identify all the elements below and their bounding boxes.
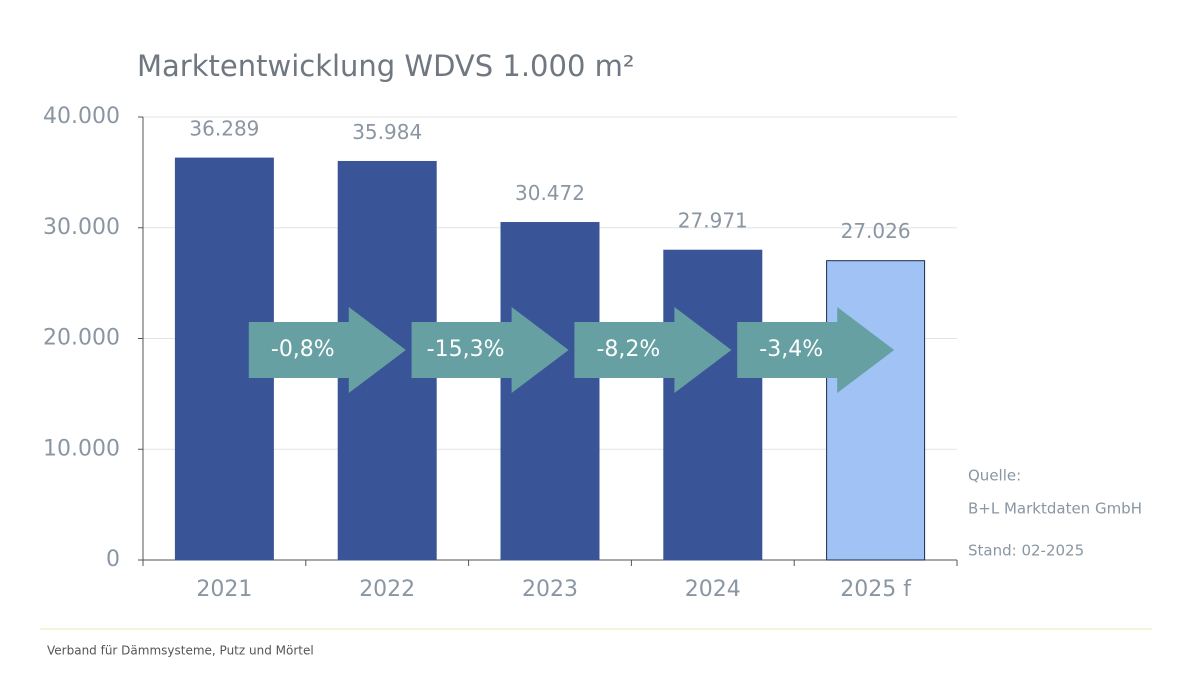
change-arrow	[411, 307, 569, 393]
y-tick-label: 10.000	[43, 436, 120, 461]
bar	[500, 222, 600, 561]
change-label: -8,2%	[596, 337, 660, 362]
value-label: 35.984	[352, 120, 422, 144]
x-tick-label: 2022	[359, 577, 415, 602]
source-note: Quelle:	[968, 467, 1021, 485]
y-tick-label: 20.000	[43, 326, 120, 351]
footer: Verband für Dämmsysteme, Putz und Mörtel	[47, 644, 314, 658]
change-label: -15,3%	[427, 337, 505, 362]
y-tick-label: 0	[106, 547, 120, 572]
x-tick-label: 2024	[685, 577, 741, 602]
change-arrow	[248, 307, 406, 393]
x-tick-label: 2025 f	[840, 577, 912, 602]
bar	[663, 249, 763, 561]
value-label: 27.026	[841, 219, 911, 243]
change-arrow	[574, 307, 732, 393]
y-tick-label: 40.000	[43, 104, 120, 129]
source-note: B+L Marktdaten GmbH	[968, 500, 1142, 518]
value-label: 27.971	[678, 209, 748, 233]
value-label: 30.472	[515, 181, 585, 205]
chart-title: Marktentwicklung WDVS 1.000 m²	[137, 49, 635, 83]
change-arrow	[737, 307, 895, 393]
y-tick-label: 30.000	[43, 215, 120, 240]
value-label: 36.289	[189, 117, 259, 141]
change-label: -3,4%	[759, 337, 823, 362]
x-tick-label: 2021	[196, 577, 252, 602]
x-tick-label: 2023	[522, 577, 578, 602]
source-note: Stand: 02-2025	[968, 542, 1084, 560]
bar	[826, 260, 926, 561]
change-label: -0,8%	[271, 337, 335, 362]
